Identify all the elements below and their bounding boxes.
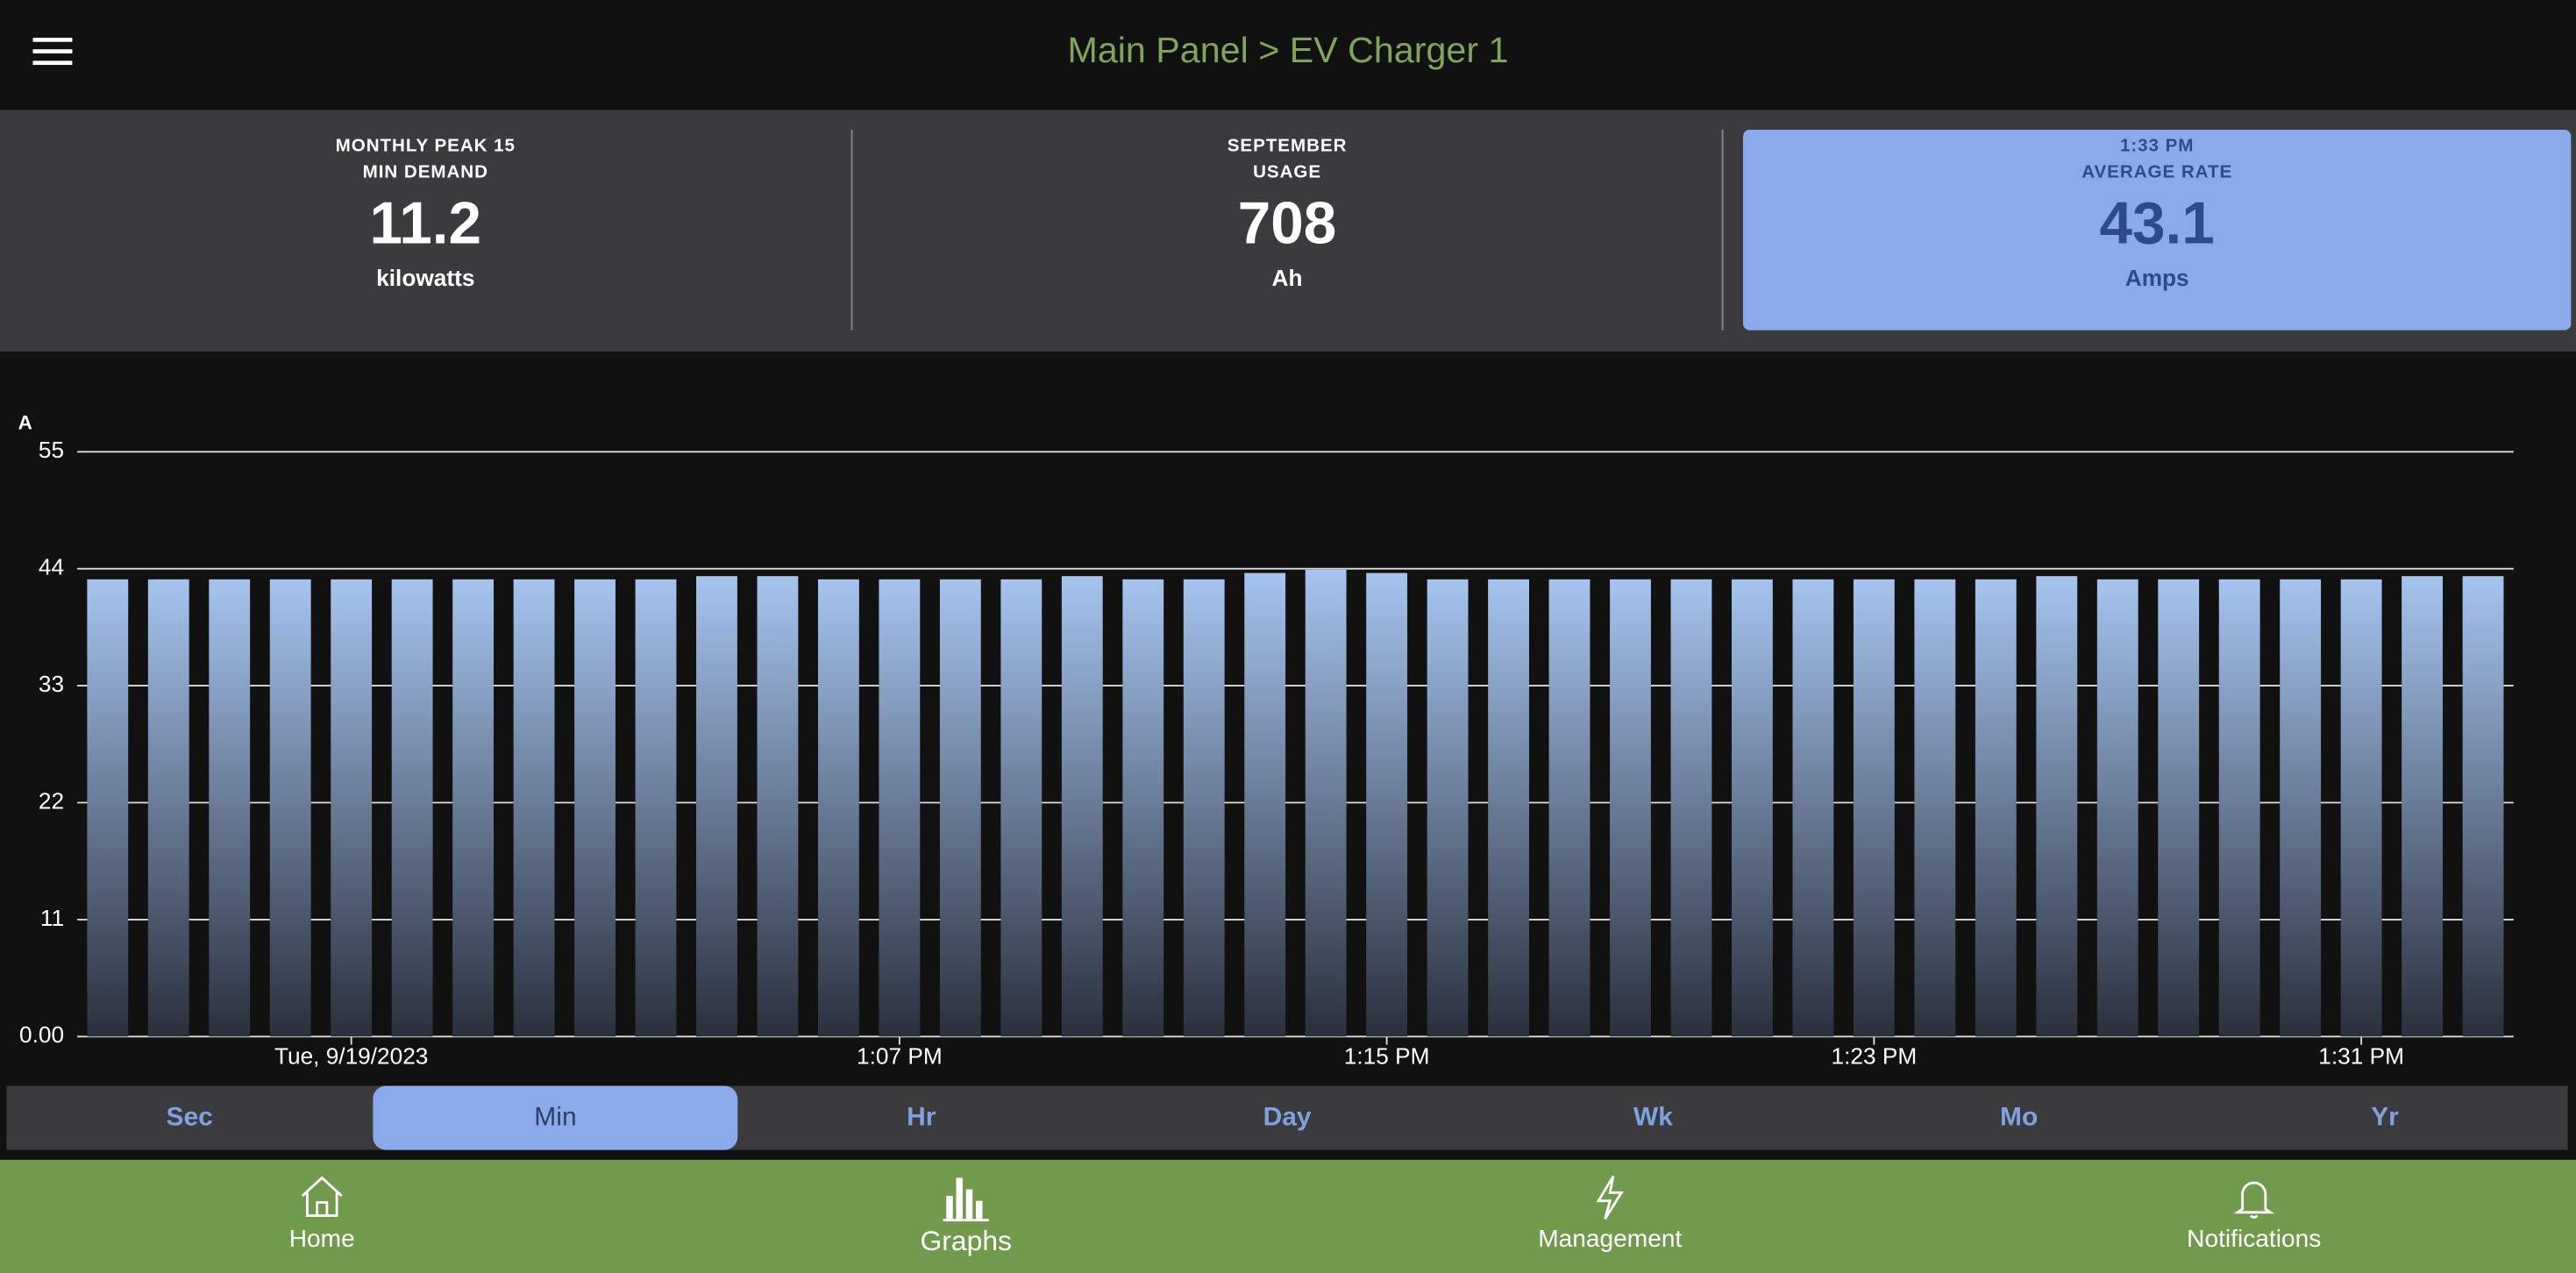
y-axis-label: A [18,411,32,433]
nav-item[interactable]: Management [1288,1160,1932,1273]
card: SEPTEMBER USAGE 708 Ah [854,130,1719,331]
bar [391,579,433,1037]
range-button[interactable]: Mo [2000,1104,2039,1132]
bar [1305,569,1347,1037]
bar [513,579,555,1037]
divider [1721,130,1724,331]
bar [2462,576,2504,1037]
card-value: 708 [1237,188,1337,257]
card-selected[interactable]: 1:33 PM AVERAGE RATE 43.1 Amps [1743,130,2572,331]
y-tick-label: 33 [39,671,64,697]
card-label: AVERAGE RATE [2081,162,2233,182]
y-tick-label: 11 [40,905,64,931]
nav-label: Notifications [2187,1225,2322,1254]
bar [1488,579,1529,1037]
nav-label: Graphs [920,1225,1012,1257]
nav-label: Home [288,1225,355,1254]
bar [331,579,373,1037]
bar [1061,576,1103,1037]
card-value: 11.2 [369,188,482,257]
range-selector: Sec Min Hr Day Wk Mo Yr [6,1085,2568,1150]
bar [696,576,737,1037]
nav-item[interactable]: Home [0,1160,644,1273]
bar [939,579,981,1037]
y-tick-label: 44 [39,554,64,580]
bar [574,579,616,1037]
x-tick-label: 1:23 PM [1832,1043,1918,1070]
bar [2096,579,2138,1037]
chart: A 0.00 11 22 33 44 55 Tue, 9/19/2023 1:07 PM 1:1… [18,411,2514,1070]
bar [2340,579,2382,1037]
bar [1183,579,1225,1037]
range-button[interactable]: Sec [166,1104,213,1132]
bar [452,579,495,1037]
range-button[interactable]: Wk [1633,1104,1673,1132]
x-tick-label: Tue, 9/19/2023 [274,1043,428,1070]
nav-item[interactable]: Notifications [1932,1160,2575,1273]
bar [817,579,859,1037]
bar [2218,579,2260,1037]
bar [1792,579,1834,1037]
bar [87,579,129,1037]
range-button[interactable]: Min [372,1085,739,1150]
card-label: USAGE [1253,162,1322,182]
bottom-nav: Home Graphs Management Notifications [0,1159,2576,1273]
x-tick-label: 1:07 PM [857,1043,943,1070]
range-button[interactable]: Day [1263,1104,1312,1132]
bar [1122,579,1164,1037]
menu-button[interactable] [32,36,75,68]
bar [1244,572,1286,1037]
card-unit: kilowatts [376,264,475,291]
bar [1548,579,1590,1037]
bar [1610,579,1651,1037]
bar [1914,579,1956,1037]
nav-item[interactable]: Graphs [644,1160,1287,1273]
nav-icon [1596,1175,1624,1220]
bar [209,579,251,1037]
x-tick-label: 1:15 PM [1344,1043,1430,1070]
bar [269,579,311,1037]
bar [1853,579,1895,1037]
y-tick-label: 22 [39,787,64,814]
x-tick-label: 1:31 PM [2318,1043,2404,1070]
bar [879,579,921,1037]
bar [635,579,677,1037]
card-value: 43.1 [2099,188,2215,257]
card: MONTHLY PEAK 15 MIN DEMAND 11.2 kilowatts [0,130,851,331]
header-title: Main Panel > EV Charger 1 [1067,29,1509,71]
y-tick-label: 0.00 [19,1021,64,1048]
range-button[interactable]: Yr [2371,1104,2399,1132]
bar [2280,579,2322,1037]
bar [757,576,799,1037]
summary-panel: MONTHLY PEAK 15 MIN DEMAND 11.2 kilowatts… [0,110,2576,352]
bar [2036,576,2078,1037]
bar [147,579,189,1037]
card-label: 1:33 PM [2119,136,2195,157]
bar [1427,579,1469,1037]
bar [1975,579,2017,1037]
card-label: MIN DEMAND [362,162,488,182]
nav-icon [943,1177,989,1222]
y-tick-label: 55 [39,437,64,463]
range-button[interactable]: Hr [907,1104,936,1132]
bar [2158,579,2200,1037]
nav-label: Management [1538,1225,1683,1254]
card-label: MONTHLY PEAK 15 [335,136,516,157]
nav-icon [301,1176,343,1217]
bar [1732,579,1773,1037]
divider [850,130,853,331]
nav-icon [2233,1181,2275,1219]
card-label: SEPTEMBER [1227,136,1348,157]
bar [1366,572,1408,1037]
bar [1000,579,1042,1037]
card-unit: Amps [2124,264,2189,291]
bar [1670,579,1712,1037]
bar [2402,576,2444,1037]
card-unit: Ah [1271,264,1303,291]
